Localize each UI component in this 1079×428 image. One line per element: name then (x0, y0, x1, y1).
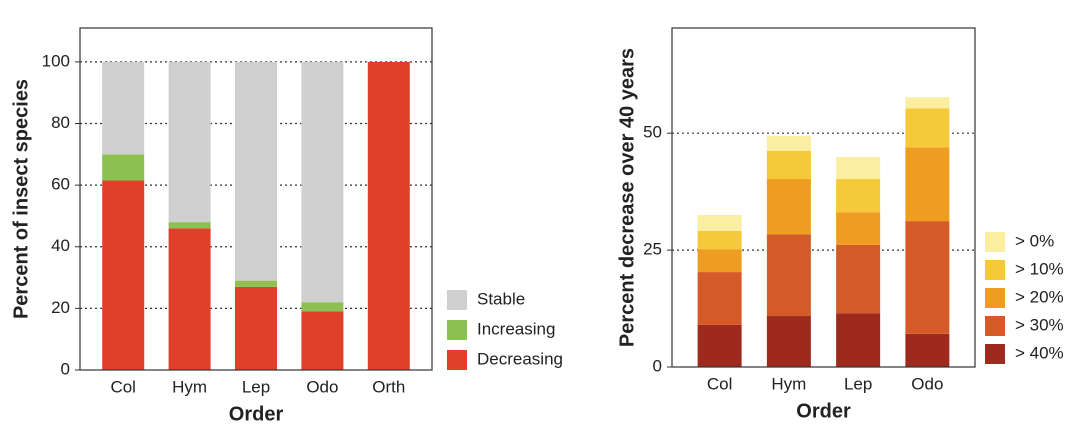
bar-segment (766, 316, 811, 367)
legend-label: > 10% (1015, 259, 1064, 278)
bar-segment (367, 61, 410, 370)
legend-swatch (985, 260, 1005, 280)
bar-segment (836, 179, 881, 213)
legend-label: Increasing (477, 319, 555, 338)
bar-segment (766, 179, 811, 235)
bar-segment (102, 154, 145, 181)
bar-segment (697, 215, 742, 231)
x-tick-label: Odo (911, 374, 943, 393)
x-tick-label: Orth (372, 377, 405, 396)
y-tick-label: 100 (42, 51, 70, 70)
bar-segment (905, 221, 950, 334)
y-axis-title: Percent of insect species (10, 79, 32, 319)
x-tick-label: Hym (172, 377, 207, 396)
bar-segment (905, 97, 950, 109)
bar-segment (301, 302, 344, 312)
x-axis-title: Order (229, 403, 284, 425)
bar-segment (766, 150, 811, 180)
bar-segment (697, 272, 742, 325)
bar-segment (235, 286, 277, 370)
y-tick-label: 40 (51, 236, 70, 255)
legend-label: Decreasing (477, 349, 563, 368)
legend-swatch (447, 350, 467, 370)
x-tick-label: Col (707, 374, 733, 393)
y-tick-label: 0 (653, 356, 662, 375)
plot-frame (79, 27, 433, 371)
bar-segment (836, 212, 881, 245)
bar-segment (697, 324, 742, 367)
bar-segment (836, 244, 881, 314)
legend-swatch (985, 344, 1005, 364)
x-tick-label: Odo (306, 377, 338, 396)
legend-label: Stable (477, 289, 525, 308)
y-tick-label: 80 (51, 113, 70, 132)
bar-segment (836, 157, 881, 180)
bar-segment (168, 228, 211, 370)
x-tick-label: Lep (242, 377, 270, 396)
y-tick-label: 50 (643, 123, 662, 142)
legend-swatch (985, 288, 1005, 308)
legend-label: > 40% (1015, 343, 1064, 362)
bar-segment (102, 61, 145, 155)
y-axis-title: Percent decrease over 40 years (616, 48, 638, 347)
bar-segment (235, 280, 277, 287)
bar-segment (168, 61, 211, 223)
x-tick-label: Lep (844, 374, 872, 393)
legend-label: > 20% (1015, 287, 1064, 306)
bar-segment (836, 313, 881, 367)
bar-segment (766, 234, 811, 317)
bar-segment (301, 311, 344, 370)
bar-segment (697, 230, 742, 250)
legend-swatch (985, 316, 1005, 336)
bar-segment (168, 222, 211, 229)
y-tick-label: 0 (61, 359, 70, 378)
bar-segment (235, 61, 277, 281)
bar-segment (905, 108, 950, 148)
bar-segment (697, 249, 742, 273)
x-tick-label: Col (110, 377, 136, 396)
y-tick-label: 20 (51, 298, 70, 317)
legend-swatch (447, 320, 467, 340)
y-tick-label: 25 (643, 240, 662, 259)
legend-label: > 0% (1015, 231, 1054, 250)
bar-segment (905, 147, 950, 222)
bar-segment (301, 61, 344, 303)
legend-label: > 30% (1015, 315, 1064, 334)
legend-swatch (447, 290, 467, 310)
x-axis-title: Order (796, 400, 851, 422)
bar-segment (905, 333, 950, 367)
legend-swatch (985, 232, 1005, 252)
x-tick-label: Hym (771, 374, 806, 393)
y-tick-label: 60 (51, 175, 70, 194)
bar-segment (102, 180, 145, 370)
bar-segment (766, 136, 811, 151)
plot-frame (671, 27, 976, 368)
